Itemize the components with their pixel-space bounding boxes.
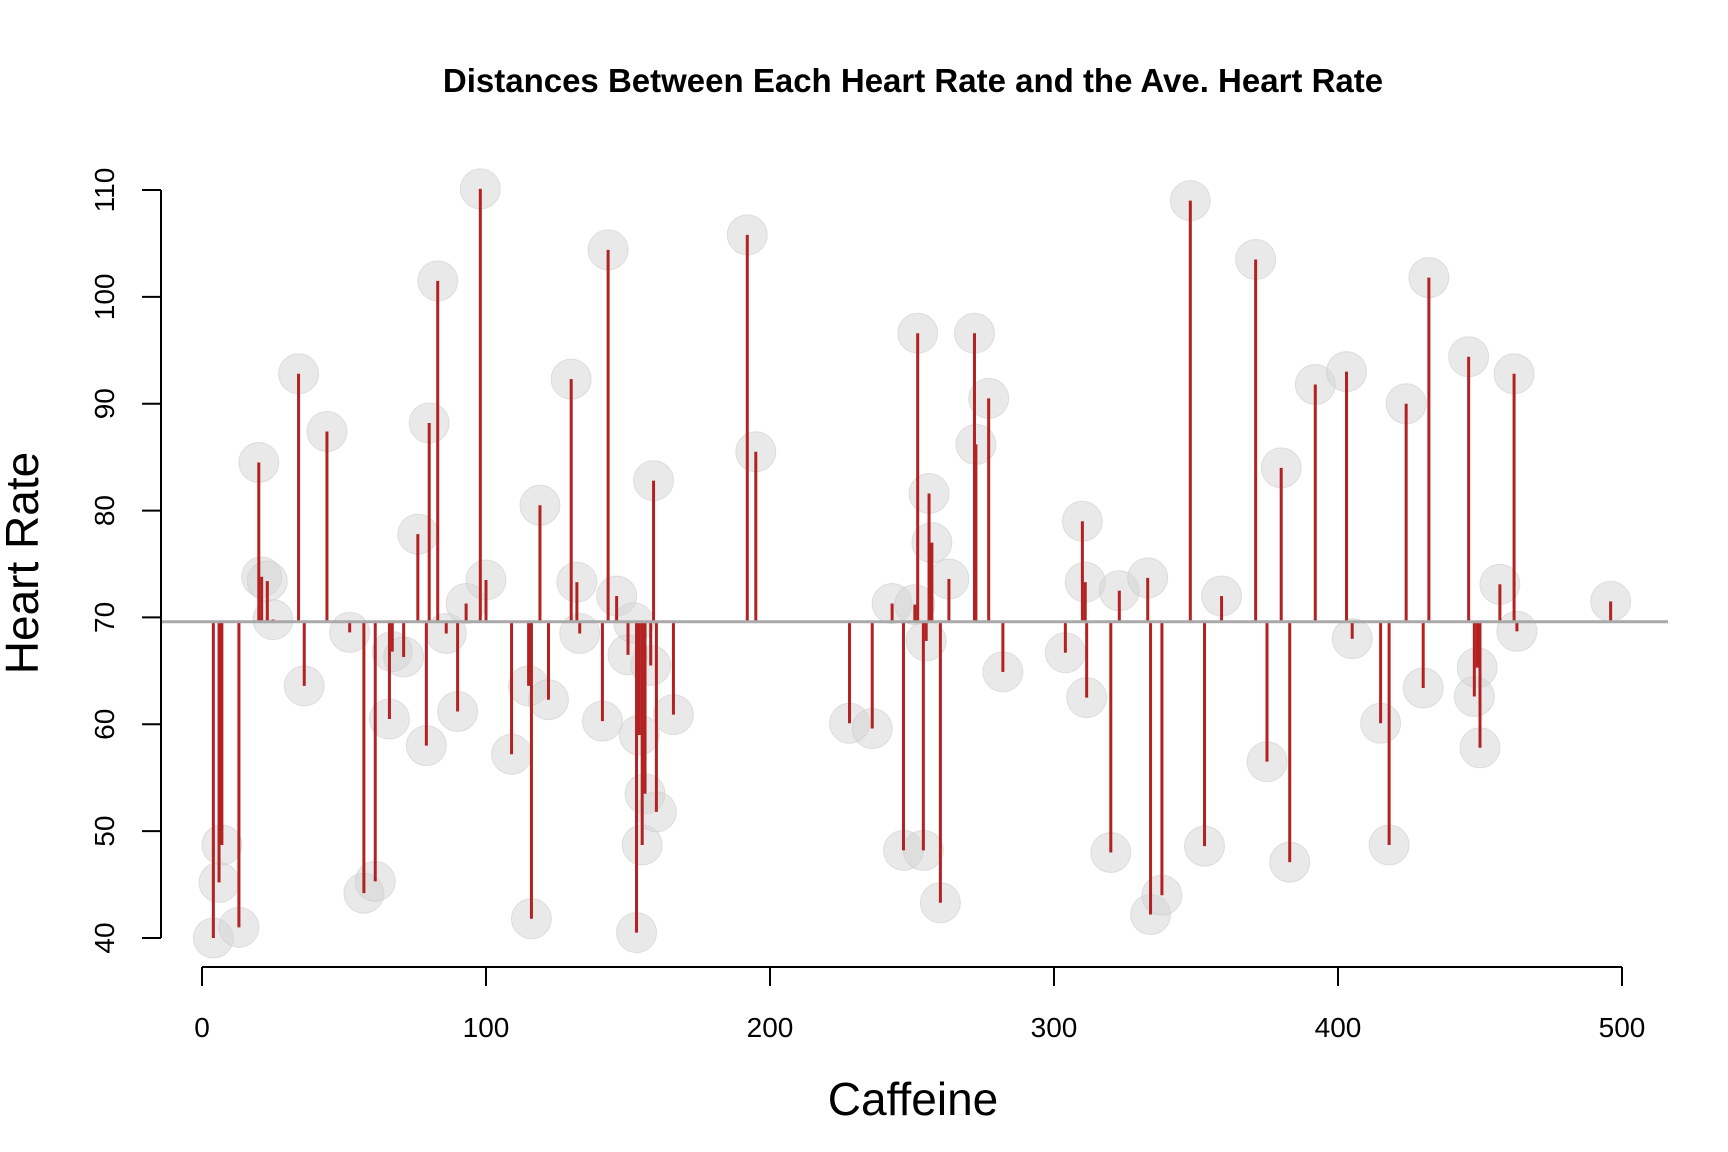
x-tick-label: 300 — [1031, 1012, 1078, 1043]
chart-title: Distances Between Each Heart Rate and th… — [443, 62, 1383, 99]
y-tick-label: 60 — [89, 709, 120, 740]
x-axis-label: Caffeine — [828, 1073, 999, 1125]
points-layer — [192, 168, 1632, 959]
x-tick-label: 400 — [1315, 1012, 1362, 1043]
segments-layer — [211, 188, 1613, 938]
x-tick-label: 200 — [747, 1012, 794, 1043]
x-tick-label: 500 — [1599, 1012, 1646, 1043]
y-tick-label: 110 — [89, 168, 120, 213]
y-tick-label: 50 — [89, 816, 120, 847]
y-tick-label: 40 — [89, 922, 120, 953]
y-tick-label: 70 — [89, 602, 120, 633]
x-axis: 0 100 200 300 400 500 — [194, 966, 1646, 1043]
x-tick-label: 100 — [463, 1012, 510, 1043]
x-tick-label: 0 — [194, 1012, 210, 1043]
y-tick-label: 80 — [89, 495, 120, 526]
y-tick-label: 90 — [89, 388, 120, 419]
y-tick-label: 100 — [89, 273, 120, 320]
y-axis-label: Heart Rate — [0, 452, 48, 674]
y-axis: 40 50 60 70 80 90 100 110 — [89, 168, 162, 954]
